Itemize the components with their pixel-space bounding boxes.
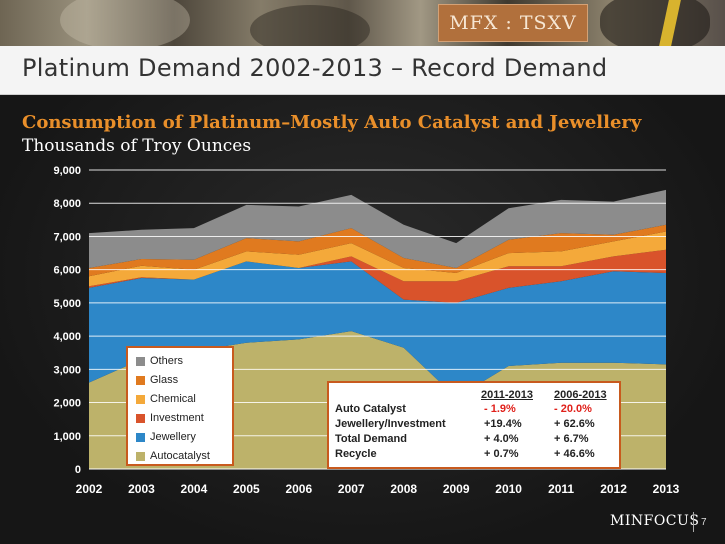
table-header: 2011-2013: [481, 389, 533, 401]
x-tick-label: 2010: [495, 482, 522, 496]
banner-rock-shape: [60, 0, 190, 46]
area-series-jewellery: [89, 261, 666, 398]
legend-swatch: [136, 394, 145, 404]
y-tick-label: 7,000: [53, 231, 81, 243]
y-tick-label: 1,000: [53, 431, 81, 443]
table-row-label: Recycle: [335, 448, 377, 460]
table-cell: - 20.0%: [554, 403, 592, 415]
legend-item-jewellery: Jewellery: [136, 429, 196, 445]
x-tick-label: 2003: [128, 482, 155, 496]
y-tick-label: 6,000: [53, 265, 81, 277]
page-title: Platinum Demand 2002-2013 – Record Deman…: [22, 54, 608, 82]
legend-swatch: [136, 356, 145, 366]
table-cell: + 46.6%: [554, 448, 595, 460]
x-tick-label: 2012: [600, 482, 627, 496]
title-bar: Platinum Demand 2002-2013 – Record Deman…: [0, 46, 725, 95]
x-tick-label: 2005: [233, 482, 260, 496]
legend-item-investment: Investment: [136, 410, 204, 426]
chart-legend: Others Glass Chemical Investment Jewelle…: [126, 346, 234, 466]
area-series-others: [89, 189, 666, 268]
header-banner: MFX : TSXV: [0, 0, 725, 46]
y-tick-label: 5,000: [53, 298, 81, 310]
area-series-chemical: [89, 231, 666, 287]
legend-label: Glass: [150, 374, 179, 386]
footer-divider: [693, 512, 694, 532]
x-tick-label: 2008: [390, 482, 417, 496]
area-series-investment: [89, 249, 666, 303]
y-tick-label: 3,000: [53, 364, 81, 376]
legend-swatch: [136, 451, 145, 461]
legend-label: Others: [150, 355, 184, 367]
table-cell: + 0.7%: [484, 448, 519, 460]
banner-rock-shape: [250, 5, 370, 46]
x-tick-label: 2002: [76, 482, 103, 496]
chart-title: Consumption of Platinum–Mostly Auto Cata…: [22, 112, 642, 133]
legend-item-autocatalyst: Autocatalyst: [136, 448, 210, 464]
legend-label: Autocatalyst: [150, 450, 210, 462]
legend-item-glass: Glass: [136, 372, 178, 388]
x-tick-label: 2006: [285, 482, 312, 496]
table-cell: + 6.7%: [554, 433, 589, 445]
minfocus-logo: MINFOCUS: [610, 513, 700, 529]
legend-swatch: [136, 375, 145, 385]
x-tick-label: 2009: [443, 482, 470, 496]
x-tick-label: 2011: [548, 482, 574, 496]
x-tick-label: 2007: [338, 482, 365, 496]
y-tick-label: 0: [75, 464, 81, 476]
legend-label: Jewellery: [150, 431, 196, 443]
table-row-label: Auto Catalyst: [335, 403, 406, 415]
change-summary-table: 2011-2013 2006-2013 Auto Catalyst - 1.9%…: [327, 381, 621, 469]
chart-subtitle: Thousands of Troy Ounces: [22, 136, 252, 156]
ticker-badge: MFX : TSXV: [438, 4, 588, 42]
table-cell: + 62.6%: [554, 418, 595, 430]
legend-label: Investment: [150, 412, 204, 424]
page-number: 7: [701, 517, 707, 528]
y-tick-label: 9,000: [53, 165, 81, 177]
x-tick-label: 2004: [181, 482, 208, 496]
table-cell: + 4.0%: [484, 433, 519, 445]
table-header: 2006-2013: [554, 389, 607, 401]
legend-swatch: [136, 432, 145, 442]
x-tick-label: 2013: [653, 482, 680, 496]
table-row-label: Jewellery/Investment: [335, 418, 446, 430]
area-series-glass: [89, 224, 666, 277]
y-tick-label: 4,000: [53, 331, 81, 343]
legend-label: Chemical: [150, 393, 196, 405]
y-tick-label: 8,000: [53, 198, 81, 210]
table-cell: +19.4%: [484, 418, 522, 430]
banner-rock-shape: [600, 0, 710, 46]
legend-swatch: [136, 413, 145, 423]
legend-item-chemical: Chemical: [136, 391, 196, 407]
table-cell: - 1.9%: [484, 403, 516, 415]
table-row-label: Total Demand: [335, 433, 407, 445]
y-tick-label: 2,000: [53, 398, 81, 410]
legend-item-others: Others: [136, 353, 183, 369]
